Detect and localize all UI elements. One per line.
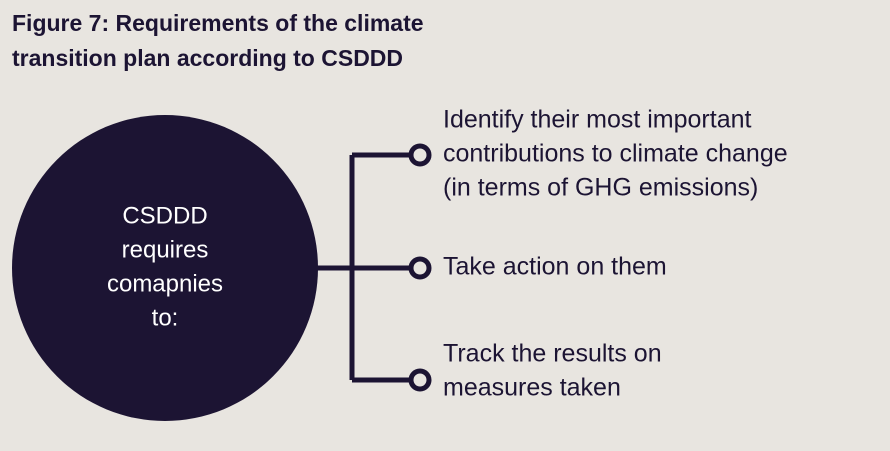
item-text: Identify their most important <box>443 106 752 134</box>
center-text: to: <box>152 304 179 331</box>
center-circle <box>12 115 318 421</box>
title-line: Figure 7: Requirements of the climate <box>12 10 424 36</box>
node <box>408 368 432 392</box>
item-text: (in terms of GHG emissions) <box>443 174 758 202</box>
item-text: Take action on them <box>443 253 667 281</box>
item-text: contributions to climate change <box>443 140 788 168</box>
connector <box>312 152 410 383</box>
item-text: Track the results on <box>443 340 662 368</box>
center-text: requires <box>122 236 209 263</box>
node <box>408 143 432 167</box>
title-line: transition plan according to CSDDD <box>12 45 403 71</box>
center-text: comapnies <box>107 270 223 297</box>
node <box>408 256 432 280</box>
item-text: measures taken <box>443 374 621 402</box>
center-text: CSDDD <box>122 202 207 229</box>
